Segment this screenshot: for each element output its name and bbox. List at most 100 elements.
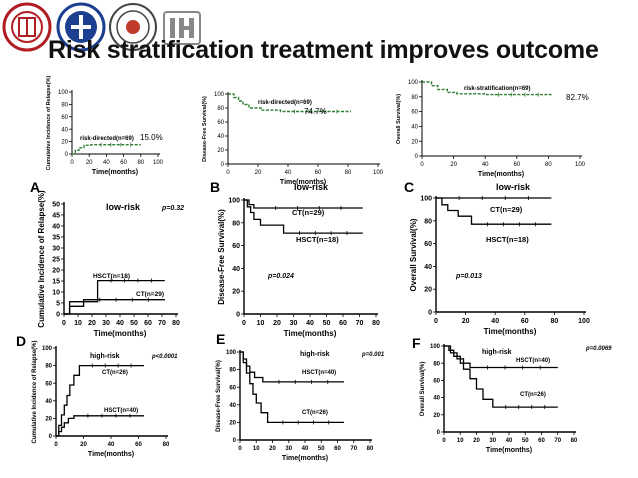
y-axis-label: Overall Survival(%) bbox=[420, 362, 426, 417]
series-line-1 bbox=[444, 345, 558, 408]
panel-letter: F bbox=[412, 335, 421, 351]
x-tick-label: 70 bbox=[158, 320, 166, 327]
series-label-0: CT(n=26) bbox=[102, 370, 128, 376]
x-tick-label: 60 bbox=[135, 442, 142, 448]
x-tick-label: 40 bbox=[306, 320, 314, 327]
chart-F: 0 20 40 60 80 100 0 10 20 30 40 50 60 70 80 Time(months… bbox=[412, 335, 612, 454]
chart-E: 0 20 40 60 80 100 0 10 20 30 40 50 60 70 80 Time(months… bbox=[216, 331, 385, 462]
series-label-1: CT(n=29) bbox=[136, 291, 164, 298]
y-tick-label: 5 bbox=[56, 300, 60, 307]
y-tick-label: 100 bbox=[226, 350, 237, 356]
x-tick-label: 0 bbox=[238, 446, 242, 452]
x-tick-label: 80 bbox=[545, 162, 552, 168]
y-tick-label: 40 bbox=[229, 403, 236, 409]
y-tick-label: 60 bbox=[411, 110, 418, 116]
x-tick-label: 60 bbox=[334, 446, 341, 452]
x-tick-label: 40 bbox=[103, 160, 110, 166]
series-label-0: CT(n=29) bbox=[292, 208, 325, 217]
y-tick-label: 20 bbox=[433, 413, 440, 419]
chart-title: high-risk bbox=[90, 353, 120, 360]
y-axis-label: Disease-Free Survival(%) bbox=[202, 96, 208, 162]
y-tick-label: 25 bbox=[52, 256, 60, 263]
x-axis-label: Time(months) bbox=[484, 327, 537, 336]
x-tick-label: 100 bbox=[578, 318, 590, 325]
chart-top2: 0 20 40 60 80 100 0 20 40 60 80 100 Time(months) Dise… bbox=[202, 92, 384, 186]
chart-title: low-risk bbox=[294, 182, 329, 192]
y-tick-label: 15 bbox=[52, 278, 60, 285]
x-tick-label: 80 bbox=[345, 170, 352, 176]
y-tick-label: 0 bbox=[437, 430, 441, 436]
chart-D: 0 20 40 60 80 100 0 20 40 60 80 Time(months) Cumulat… bbox=[16, 333, 178, 458]
x-tick-label: 10 bbox=[74, 320, 82, 327]
y-tick-label: 40 bbox=[433, 396, 440, 402]
chart-title: low-risk bbox=[496, 182, 531, 192]
y-tick-label: 40 bbox=[411, 125, 418, 131]
x-tick-label: 80 bbox=[372, 320, 380, 327]
annotation-value: 15.0% bbox=[140, 133, 163, 142]
y-tick-label: 20 bbox=[61, 140, 68, 146]
x-tick-label: 50 bbox=[522, 438, 529, 444]
x-tick-label: 80 bbox=[137, 160, 144, 166]
y-tick-label: 20 bbox=[424, 287, 432, 294]
y-tick-label: 80 bbox=[232, 220, 240, 227]
x-tick-label: 20 bbox=[269, 446, 276, 452]
x-tick-label: 20 bbox=[86, 160, 93, 166]
x-tick-label: 50 bbox=[130, 320, 138, 327]
peoples-hospital-logo bbox=[56, 2, 106, 52]
y-axis-label: Cumulative Incidence of Relapse(%) bbox=[37, 190, 46, 328]
y-tick-label: 80 bbox=[229, 368, 236, 374]
y-axis-label: Overall Survival(%) bbox=[409, 218, 418, 291]
series-label-0: HSCT(n=18) bbox=[93, 273, 130, 280]
ih-logo bbox=[163, 11, 201, 45]
p-value: p=0.024 bbox=[267, 273, 294, 280]
y-tick-label: 40 bbox=[61, 127, 68, 133]
y-tick-label: 60 bbox=[45, 381, 52, 387]
x-tick-label: 0 bbox=[54, 442, 58, 448]
y-tick-label: 80 bbox=[61, 103, 68, 109]
x-tick-label: 60 bbox=[144, 320, 152, 327]
series-line-1 bbox=[56, 415, 144, 437]
x-tick-label: 80 bbox=[571, 438, 578, 444]
y-tick-label: 80 bbox=[433, 361, 440, 367]
y-tick-label: 60 bbox=[433, 379, 440, 385]
series-label-0: risk-directed(n=69) bbox=[258, 100, 312, 106]
y-tick-label: 35 bbox=[52, 234, 60, 241]
y-tick-label: 100 bbox=[430, 344, 441, 350]
x-tick-label: 20 bbox=[450, 162, 457, 168]
x-tick-label: 100 bbox=[153, 160, 164, 166]
series-label-1: HSCT(n=40) bbox=[104, 408, 138, 414]
y-tick-label: 20 bbox=[411, 139, 418, 145]
series-line-0 bbox=[56, 364, 144, 437]
chart-top3: 0 20 40 60 80 100 0 20 40 60 80 100 Time(months) Over… bbox=[396, 80, 589, 178]
y-tick-label: 0 bbox=[221, 162, 225, 168]
x-axis-label: Time(months) bbox=[94, 329, 147, 338]
x-tick-label: 60 bbox=[339, 320, 347, 327]
x-tick-label: 20 bbox=[273, 320, 281, 327]
p-value: p=0.0069 bbox=[585, 346, 612, 352]
y-tick-label: 60 bbox=[229, 385, 236, 391]
chart-top1: 0 20 40 60 80 100 0 20 40 60 80 100 Time(months) Cumu… bbox=[46, 76, 164, 176]
x-tick-label: 10 bbox=[253, 446, 260, 452]
x-tick-label: 60 bbox=[513, 162, 520, 168]
x-tick-label: 50 bbox=[323, 320, 331, 327]
slide-title: Risk stratification treatment improves o… bbox=[48, 36, 599, 64]
x-tick-label: 20 bbox=[255, 170, 262, 176]
x-tick-label: 40 bbox=[108, 442, 115, 448]
series-label-0: risk-directed(n=69) bbox=[80, 136, 134, 142]
x-axis-label: Time(months) bbox=[88, 451, 134, 458]
x-tick-label: 80 bbox=[367, 446, 374, 452]
x-tick-label: 20 bbox=[80, 442, 87, 448]
x-tick-label: 40 bbox=[302, 446, 309, 452]
x-axis-label: Time(months) bbox=[92, 169, 138, 176]
x-tick-label: 20 bbox=[462, 318, 470, 325]
y-tick-label: 40 bbox=[52, 223, 60, 230]
x-tick-label: 0 bbox=[420, 162, 424, 168]
chart-A: 0 5 10 15 20 25 30 35 40 45 50 0 10 20 30 40 50 60 70 80 Tim… bbox=[30, 179, 184, 338]
logo-ring bbox=[2, 2, 52, 52]
x-tick-label: 0 bbox=[62, 320, 66, 327]
y-tick-label: 0 bbox=[236, 311, 240, 318]
y-tick-label: 30 bbox=[52, 245, 60, 252]
y-tick-label: 100 bbox=[42, 346, 53, 352]
x-tick-label: 50 bbox=[318, 446, 325, 452]
y-tick-label: 80 bbox=[411, 95, 418, 101]
